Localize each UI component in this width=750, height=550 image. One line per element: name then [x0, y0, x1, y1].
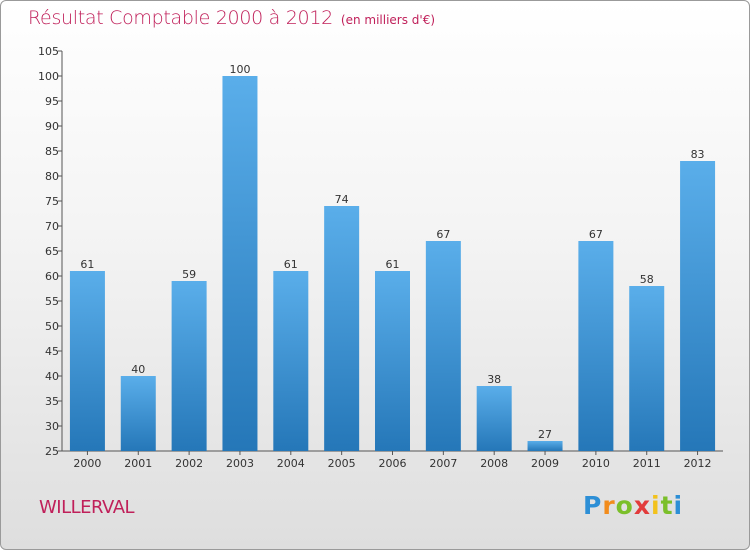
- bar-2000: [69, 271, 105, 451]
- x-tick-label-2000: 2000: [73, 457, 101, 470]
- bar-2010: [578, 241, 614, 451]
- y-tick-label: 80: [45, 170, 59, 183]
- chart-title: Résultat Comptable 2000 à 2012: [28, 7, 333, 29]
- data-label-2007: 67: [436, 228, 450, 241]
- x-tick-label-2008: 2008: [480, 457, 508, 470]
- bar-2012: [680, 161, 716, 451]
- x-tick-label-2012: 2012: [684, 457, 712, 470]
- y-tick-label: 70: [45, 220, 59, 233]
- bar-2011: [629, 286, 665, 451]
- y-tick-label: 45: [45, 345, 59, 358]
- bar-2003: [222, 76, 258, 451]
- chart-subtitle: (en milliers d'€): [340, 13, 436, 27]
- x-tick-label-2004: 2004: [277, 457, 305, 470]
- y-tick-label: 30: [45, 420, 59, 433]
- data-label-2000: 61: [80, 258, 94, 271]
- data-label-2006: 61: [386, 258, 400, 271]
- x-tick-label-2010: 2010: [582, 457, 610, 470]
- proxiti-logo: Proxiti: [583, 491, 684, 520]
- data-label-2011: 58: [640, 273, 654, 286]
- y-tick-label: 95: [45, 95, 59, 108]
- x-tick-label-2003: 2003: [226, 457, 254, 470]
- x-tick-label-2007: 2007: [429, 457, 457, 470]
- bar-2006: [375, 271, 410, 451]
- data-label-2012: 83: [691, 148, 705, 161]
- y-tick-label: 35: [45, 395, 59, 408]
- chart-title-block: Résultat Comptable 2000 à 2012 (en millie…: [28, 7, 435, 29]
- x-tick-label-2006: 2006: [379, 457, 407, 470]
- x-tick-label-2001: 2001: [124, 457, 152, 470]
- y-tick-label: 40: [45, 370, 59, 383]
- data-label-2001: 40: [131, 363, 145, 376]
- y-tick-label: 55: [45, 295, 59, 308]
- x-tick-label-2005: 2005: [328, 457, 356, 470]
- bar-2001: [120, 376, 156, 451]
- place-name: WILLERVAL: [39, 497, 135, 518]
- y-tick-label: 60: [45, 270, 59, 283]
- y-tick-label: 85: [45, 145, 59, 158]
- bar-2004: [273, 271, 309, 451]
- data-label-2004: 61: [284, 258, 298, 271]
- data-label-2009: 27: [538, 428, 552, 441]
- y-tick-label: 75: [45, 195, 59, 208]
- bar-2007: [425, 241, 461, 451]
- x-tick-label-2002: 2002: [175, 457, 203, 470]
- y-tick-label: 100: [38, 70, 59, 83]
- bar-2008: [476, 386, 512, 451]
- data-label-2003: 100: [229, 63, 250, 76]
- y-tick-label: 90: [45, 120, 59, 133]
- data-label-2010: 67: [589, 228, 603, 241]
- data-label-2008: 38: [487, 373, 501, 386]
- x-tick-label-2009: 2009: [531, 457, 559, 470]
- bar-2005: [324, 206, 360, 451]
- y-tick-label: 50: [45, 320, 59, 333]
- y-tick-label: 25: [45, 445, 59, 458]
- x-tick-label-2011: 2011: [633, 457, 661, 470]
- bar-2002: [171, 281, 207, 451]
- bar-2009: [527, 441, 563, 451]
- y-tick-label: 105: [38, 45, 59, 58]
- y-tick-label: 65: [45, 245, 59, 258]
- data-label-2005: 74: [335, 193, 349, 206]
- data-label-2002: 59: [182, 268, 196, 281]
